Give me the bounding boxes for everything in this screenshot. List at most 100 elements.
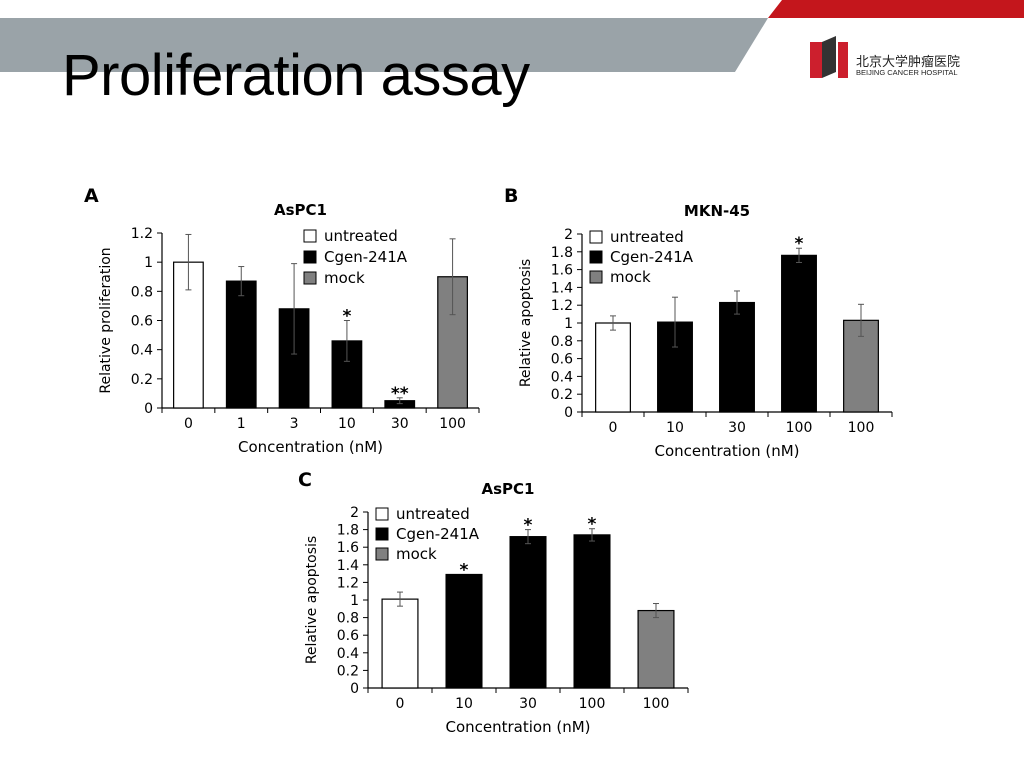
y-tick-label: 1.8: [337, 523, 359, 539]
legend-swatch: [303, 250, 317, 264]
legend-label: Cgen-241A: [324, 248, 408, 266]
y-tick-label: 0: [144, 401, 153, 417]
hospital-logo-icon: [810, 36, 848, 78]
legend-swatch: [589, 230, 603, 244]
legend-swatch: [375, 547, 389, 561]
y-tick-label: 0.2: [551, 387, 573, 403]
y-tick-label: 1.4: [337, 558, 359, 574]
bar-10: [331, 340, 363, 409]
hospital-name-cn: 北京大学肿瘤医院: [856, 55, 961, 70]
y-tick-label: 2: [350, 505, 359, 521]
y-tick-label: 1: [350, 593, 359, 609]
y-tick-label: 1.4: [551, 280, 573, 296]
banner-gray-band: [0, 18, 785, 72]
chart-panel-a: A AsPC1 0 0.2 0.4 0.6 0.8 1 1.2 Relative prolifer…: [84, 185, 480, 456]
x-axis-label: Concentration (nM): [654, 442, 799, 460]
x-tick-label: 100: [439, 416, 466, 432]
bar-3: [278, 308, 310, 409]
legend-label: untreated: [610, 228, 684, 246]
x-tick-label: 100: [848, 420, 875, 436]
chart-panel-b: B MKN-45 0 0.2 0.40.6 0.8 1 1.2 1.41.6 1.8 2 Relati…: [504, 185, 893, 460]
x-tick-label: 30: [391, 416, 409, 432]
y-axis-label: Relative apoptosis: [518, 259, 534, 387]
chart-title: AsPC1: [482, 480, 535, 498]
significance-marker: **: [391, 384, 409, 404]
x-tick-label: 100: [579, 696, 606, 712]
legend-label: Cgen-241A: [396, 525, 480, 543]
x-axis-label: Concentration (nM): [445, 718, 590, 736]
y-tick-label: 1.2: [337, 575, 359, 591]
x-tick-label: 1: [237, 416, 246, 432]
panel-label: C: [298, 469, 312, 491]
y-axis-label: Relative proliferation: [98, 247, 114, 393]
y-tick-label: 0.2: [131, 372, 153, 388]
hospital-name-en: BEIJING CANCER HOSPITAL: [856, 68, 958, 77]
legend-swatch: [303, 271, 317, 285]
bar-30: [509, 536, 547, 689]
y-tick-label: 1: [144, 255, 153, 271]
significance-marker: *: [460, 560, 469, 580]
bar-100: [781, 254, 817, 413]
legend-label: mock: [396, 545, 437, 563]
panel-label: A: [84, 185, 99, 207]
y-tick-label: 0.8: [337, 611, 359, 627]
x-tick-label: 30: [519, 696, 537, 712]
y-axis-label: Relative apoptosis: [304, 536, 320, 664]
bar-0: [595, 322, 631, 413]
bar-100: [573, 534, 611, 689]
legend-label: mock: [324, 269, 365, 287]
legend-swatch: [589, 270, 603, 284]
chart-panel-c: C AsPC1 0 0.20.4 0.60.8 1 1.21.4 1.61.8 2 Relativ…: [298, 469, 689, 736]
chart-title: AsPC1: [274, 201, 327, 219]
y-tick-label: 1.6: [551, 263, 573, 279]
y-tick-label: 0: [564, 405, 573, 421]
x-tick-label: 10: [666, 420, 684, 436]
y-tick-label: 0: [350, 681, 359, 697]
significance-marker: *: [588, 515, 597, 535]
bar-30: [719, 301, 755, 413]
x-tick-label: 10: [338, 416, 356, 432]
y-tick-label: 0.4: [551, 369, 573, 385]
legend-swatch: [375, 507, 389, 521]
significance-marker: *: [524, 516, 533, 536]
y-tick-label: 0.6: [337, 628, 359, 644]
top-banner: [0, 0, 1024, 72]
bar-10: [445, 573, 483, 689]
x-tick-label: 3: [290, 416, 299, 432]
bar-0: [381, 598, 419, 689]
y-tick-label: 1.2: [131, 226, 153, 242]
bar-0: [173, 261, 204, 409]
legend-label: Cgen-241A: [610, 248, 694, 266]
chart-title: MKN-45: [684, 202, 750, 220]
legend-label: untreated: [324, 227, 398, 245]
legend-swatch: [589, 250, 603, 264]
x-tick-label: 10: [455, 696, 473, 712]
legend-swatch: [303, 229, 317, 243]
x-tick-label: 0: [609, 420, 618, 436]
y-tick-label: 1.8: [551, 245, 573, 261]
y-tick-label: 0.6: [131, 314, 153, 330]
bar-100: [637, 609, 675, 689]
y-tick-label: 0.4: [131, 343, 153, 359]
y-tick-label: 1.2: [551, 298, 573, 314]
y-tick-label: 1.6: [337, 540, 359, 556]
y-tick-label: 1: [564, 316, 573, 332]
x-tick-label: 0: [396, 696, 405, 712]
significance-marker: *: [342, 307, 351, 327]
significance-marker: *: [795, 234, 804, 254]
legend-label: untreated: [396, 505, 470, 523]
y-tick-label: 0.8: [551, 334, 573, 350]
legend-label: mock: [610, 268, 651, 286]
x-tick-label: 30: [728, 420, 746, 436]
x-tick-label: 100: [643, 696, 670, 712]
slide-title: Proliferation assay: [62, 43, 530, 108]
y-tick-label: 0.2: [337, 663, 359, 679]
y-tick-label: 0.4: [337, 646, 359, 662]
y-tick-label: 2: [564, 227, 573, 243]
banner-red-band: [768, 0, 1024, 18]
bar-1: [225, 280, 257, 409]
panel-label: B: [504, 185, 518, 207]
x-axis-label: Concentration (nM): [238, 438, 383, 456]
x-tick-label: 100: [786, 420, 813, 436]
